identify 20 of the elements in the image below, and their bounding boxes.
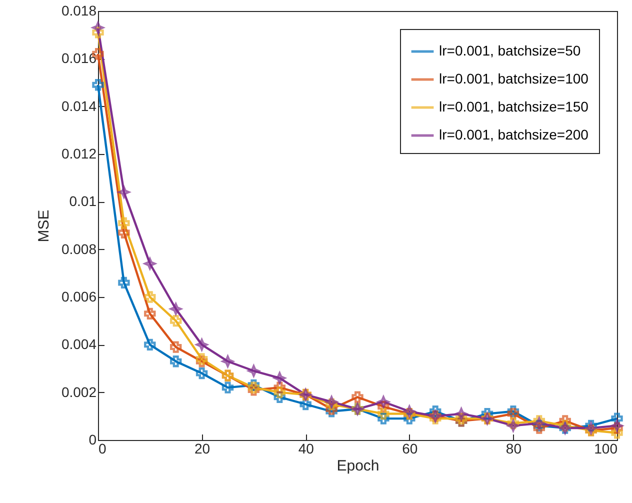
y-tick-label: 0.016 bbox=[61, 50, 97, 66]
x-tick-label: 60 bbox=[402, 440, 418, 456]
legend-label: lr=0.001, batchsize=50 bbox=[439, 42, 581, 58]
legend-label: lr=0.001, batchsize=200 bbox=[439, 126, 589, 142]
x-tick-label: 100 bbox=[594, 440, 618, 456]
y-tick-label: 0.004 bbox=[61, 336, 97, 352]
y-tick-label: 0.012 bbox=[61, 146, 97, 162]
y-tick-label: 0.01 bbox=[69, 193, 97, 210]
x-tick-label: 80 bbox=[506, 440, 522, 456]
x-tick-label: 40 bbox=[298, 440, 314, 456]
y-tick-label: 0.006 bbox=[61, 288, 97, 304]
y-axis-title: MSE bbox=[35, 210, 52, 242]
y-tick-label: 0.008 bbox=[61, 240, 97, 257]
y-tick-label: 0.014 bbox=[61, 98, 97, 114]
x-axis-title: Epoch bbox=[336, 458, 380, 474]
legend-label: lr=0.001, batchsize=100 bbox=[439, 70, 589, 86]
y-tick-label: 0.018 bbox=[61, 2, 97, 18]
y-tick-label: 0.002 bbox=[61, 384, 97, 400]
x-tick-label: 20 bbox=[194, 440, 210, 456]
legend-label: lr=0.001, batchsize=150 bbox=[439, 98, 589, 114]
